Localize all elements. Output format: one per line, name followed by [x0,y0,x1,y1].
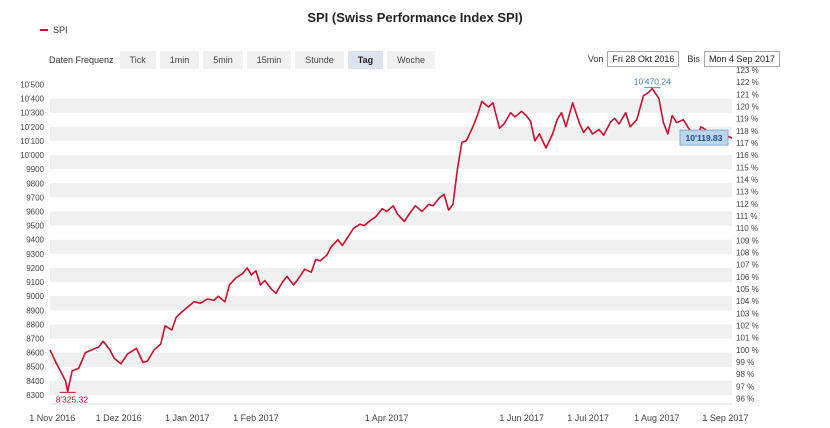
legend-label: SPI [53,25,68,35]
y-tick-right: 105 % [736,285,759,294]
x-tick: 1 Dez 2016 [96,413,142,423]
y-tick-right: 110 % [736,224,758,233]
y-tick-right: 97 % [736,382,754,391]
y-tick-right: 98 % [736,370,754,379]
x-tick: 1 Apr 2017 [365,413,409,423]
to-label: Bis [687,54,700,64]
y-tick-right: 114 % [736,175,758,184]
max-label: 10'470.24 [634,77,671,87]
y-tick-left: 10'100 [20,137,44,146]
from-label: Von [587,54,604,64]
frequency-toolbar: Daten Frequenz Tick 1min 5min 15min Stun… [49,51,439,69]
grid-band [50,296,732,311]
y-tick-left: 8700 [26,334,44,343]
from-date-field[interactable]: Fri 28 Okt 2016 [607,51,680,67]
grid-band [50,324,732,339]
grid-band [50,211,732,226]
y-tick-right: 123 % [736,66,759,75]
x-tick: 1 Jun 2017 [499,413,544,423]
y-tick-right: 109 % [736,236,759,245]
y-tick-left: 8300 [26,391,44,400]
y-tick-right: 108 % [736,248,759,257]
legend[interactable]: SPI [40,25,68,35]
y-tick-right: 122 % [736,78,759,87]
tab-5min[interactable]: 5min [203,51,243,69]
y-tick-left: 10'400 [20,95,44,104]
last-value-label: 10'119.83 [685,133,722,143]
y-tick-left: 9500 [26,222,44,231]
tab-1min[interactable]: 1min [159,51,200,69]
y-tick-right: 119 % [736,115,758,124]
y-tick-left: 10'200 [20,123,44,132]
min-label: 8'325.32 [56,394,89,404]
x-tick: 1 Jan 2017 [165,413,210,423]
y-tick-left: 9100 [26,278,44,287]
y-tick-right: 107 % [736,261,759,270]
tab-stunde[interactable]: Stunde [295,51,344,69]
grid-band [50,183,732,198]
y-tick-right: 111 % [736,212,758,221]
tab-15min[interactable]: 15min [246,51,292,69]
y-tick-right: 116 % [736,151,758,160]
x-tick: 1 Feb 2017 [233,413,279,423]
y-tick-right: 101 % [736,334,759,343]
x-tick: 1 Jul 2017 [567,413,609,423]
y-tick-left: 10'000 [20,151,44,160]
y-tick-right: 120 % [736,102,759,111]
series-line-spi[interactable] [49,87,733,393]
tab-tag[interactable]: Tag [347,51,384,69]
grid-band [50,380,732,395]
y-tick-right: 104 % [736,297,759,306]
y-tick-left: 9700 [26,193,44,202]
frequency-label: Daten Frequenz [49,55,114,65]
y-tick-left: 9800 [26,179,44,188]
grid-band [50,239,732,254]
y-tick-right: 100 % [736,346,759,355]
y-tick-left: 8400 [26,377,44,386]
y-tick-left: 10'300 [20,109,44,118]
y-tick-left: 10'500 [20,80,44,89]
grid-band [50,267,732,283]
x-tick: 1 Aug 2017 [634,413,680,423]
tab-tick[interactable]: Tick [119,51,156,69]
y-tick-right: 102 % [736,321,759,330]
y-tick-left: 8800 [26,320,44,329]
y-tick-right: 121 % [736,90,759,99]
y-tick-right: 115 % [736,163,758,172]
y-tick-right: 106 % [736,273,759,282]
legend-swatch [40,29,48,31]
y-tick-right: 117 % [736,139,758,148]
tab-woche[interactable]: Woche [387,51,435,69]
y-tick-left: 8600 [26,349,44,358]
y-tick-right: 103 % [736,309,759,318]
grid-band [50,98,732,113]
last-value-box [679,129,729,146]
y-tick-left: 9900 [26,165,44,174]
chart-title: SPI (Swiss Performance Index SPI) [307,10,523,25]
grid-band [50,126,732,141]
x-tick: 1 Nov 2016 [29,413,75,423]
y-tick-left: 9400 [26,236,44,245]
to-date-field[interactable]: Mon 4 Sep 2017 [703,51,780,67]
y-tick-right: 96 % [736,394,754,403]
y-tick-right: 113 % [736,188,758,197]
y-tick-right: 112 % [736,200,758,209]
y-tick-right: 99 % [736,358,754,367]
x-tick: 1 Sep 2017 [702,413,748,423]
date-range: Von Fri 28 Okt 2016 Bis Mon 4 Sep 2017 [588,51,780,67]
y-tick-left: 9600 [26,207,44,216]
y-tick-left: 8500 [26,363,44,372]
y-tick-left: 9300 [26,250,44,259]
grid-band [50,352,732,367]
grid-band [50,155,732,170]
y-tick-left: 9000 [26,292,44,301]
y-tick-right: 118 % [736,127,758,136]
y-tick-left: 8900 [26,306,44,315]
y-tick-left: 9200 [26,264,44,273]
